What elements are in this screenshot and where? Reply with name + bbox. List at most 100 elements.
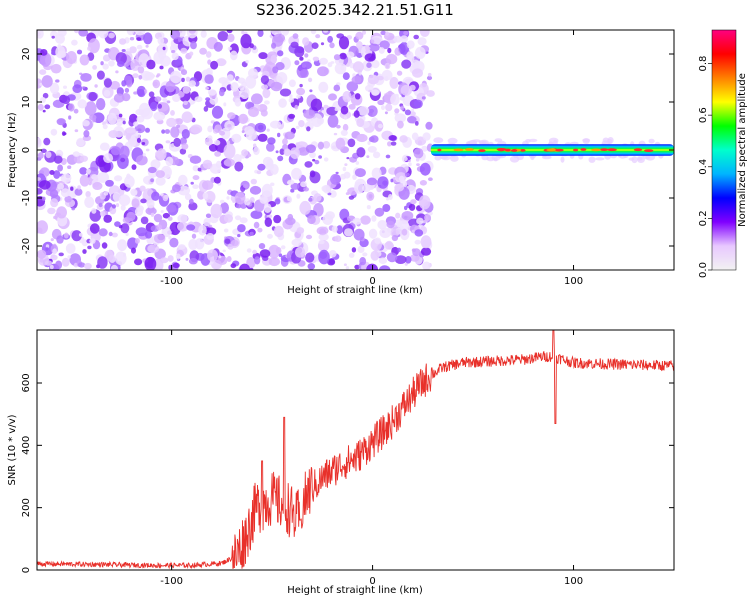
noise-dot <box>40 49 48 56</box>
noise-dot <box>345 266 350 270</box>
noise-dot <box>121 80 127 87</box>
noise-dot <box>367 146 377 153</box>
noise-dot <box>60 188 70 198</box>
noise-dot <box>327 62 333 68</box>
noise-dot <box>378 47 385 54</box>
noise-dot <box>289 147 300 160</box>
noise-dot <box>237 224 246 233</box>
noise-dot <box>181 129 190 139</box>
noise-dot <box>223 143 236 159</box>
noise-dot <box>329 42 335 49</box>
noise-dot <box>299 200 312 215</box>
noise-dot <box>166 100 171 104</box>
noise-dot <box>270 54 277 64</box>
noise-dot <box>178 185 190 196</box>
colorbar-tick-label: 0.4 <box>698 159 709 175</box>
noise-dot <box>393 35 403 43</box>
noise-dot <box>177 221 189 232</box>
noise-dot <box>103 89 111 97</box>
noise-dot <box>185 76 191 82</box>
noise-dot <box>103 191 109 196</box>
noise-dot <box>372 151 381 159</box>
noise-dot <box>380 30 387 36</box>
noise-dot <box>427 72 432 77</box>
noise-dot <box>210 60 219 70</box>
noise-dot <box>397 220 410 231</box>
noise-dot <box>182 86 191 94</box>
noise-dot <box>371 35 383 45</box>
noise-dot <box>298 120 305 128</box>
noise-dot <box>167 216 173 221</box>
noise-dot <box>322 30 329 33</box>
noise-dot <box>342 72 350 80</box>
noise-dot <box>157 36 165 45</box>
noise-dot <box>220 199 225 204</box>
noise-dot <box>129 37 135 41</box>
noise-dot <box>58 252 64 257</box>
noise-dot <box>346 51 355 59</box>
noise-dot <box>184 193 192 201</box>
signal-hotspot <box>591 148 601 152</box>
noise-dot <box>247 153 252 157</box>
noise-dot <box>253 143 257 148</box>
noise-dot <box>192 165 200 172</box>
band-halo-dot <box>595 157 605 161</box>
noise-dot <box>82 249 87 254</box>
noise-dot <box>257 104 268 113</box>
noise-dot <box>389 229 400 237</box>
noise-dot <box>121 117 126 122</box>
band-halo-dot <box>447 137 458 144</box>
noise-dot <box>168 235 172 240</box>
noise-dot <box>356 147 366 158</box>
noise-dot <box>130 188 138 196</box>
colorbar-label: Normalized spectral amplitude <box>737 73 748 227</box>
noise-dot <box>103 153 114 164</box>
noise-dot <box>120 157 126 163</box>
noise-region <box>37 30 674 270</box>
noise-dot <box>214 151 222 157</box>
noise-dot <box>207 125 213 133</box>
noise-dot <box>248 68 258 79</box>
noise-dot <box>405 255 412 264</box>
noise-dot <box>408 162 412 167</box>
noise-dot <box>273 33 286 43</box>
noise-dot <box>180 47 188 54</box>
noise-dot <box>275 247 282 255</box>
noise-dot <box>57 30 67 37</box>
noise-dot <box>180 69 188 76</box>
noise-dot <box>188 80 196 87</box>
noise-dot <box>368 136 375 143</box>
noise-dot <box>119 38 127 45</box>
noise-dot <box>304 161 313 168</box>
noise-dot <box>403 156 408 161</box>
noise-dot <box>143 32 153 45</box>
noise-dot <box>162 98 168 103</box>
spectrogram-ytick-label: 20 <box>21 48 32 61</box>
snr-series <box>37 330 674 570</box>
noise-dot <box>84 101 97 116</box>
noise-dot <box>253 146 260 156</box>
noise-dot <box>159 65 164 70</box>
band-halo-dot <box>530 155 535 161</box>
noise-dot <box>188 198 194 205</box>
noise-dot <box>92 65 97 70</box>
noise-dot <box>227 123 232 128</box>
noise-dot <box>136 44 143 50</box>
noise-dot <box>45 247 49 251</box>
noise-dot <box>311 42 319 49</box>
noise-dot <box>397 247 401 253</box>
noise-dot <box>47 207 56 215</box>
colorbar-gradient <box>711 29 737 271</box>
noise-dot <box>248 106 259 118</box>
noise-dot <box>190 181 194 185</box>
noise-dot <box>399 175 405 182</box>
noise-dot <box>126 48 131 52</box>
noise-dot <box>105 179 114 187</box>
noise-dot <box>234 215 242 221</box>
noise-dot <box>336 225 343 235</box>
noise-dot <box>160 257 169 264</box>
noise-dot <box>68 115 72 120</box>
noise-dot <box>284 131 295 140</box>
noise-dot <box>428 177 433 181</box>
